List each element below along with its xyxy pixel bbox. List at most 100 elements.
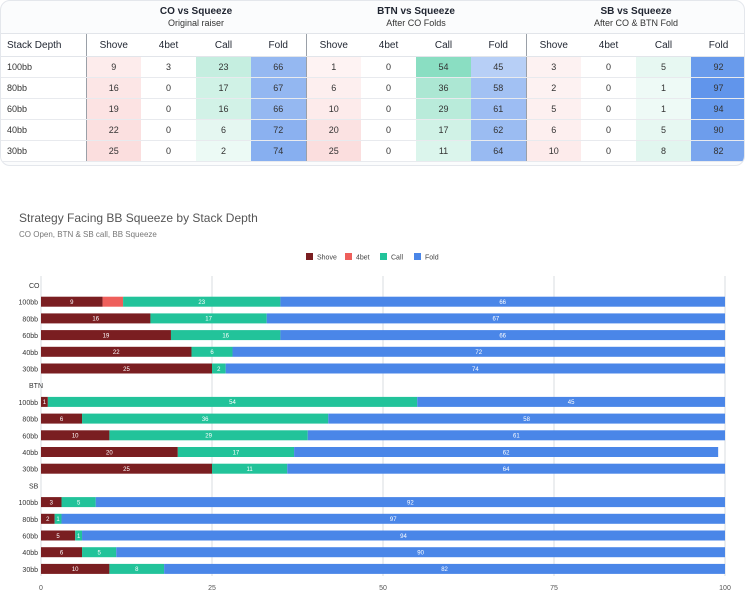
bar-btn-30bb-fold[interactable] — [287, 463, 725, 474]
cell-btn-shove: 6 — [305, 77, 362, 99]
legend-swatch-shove[interactable] — [306, 253, 313, 260]
bar-btn-100bb-shove[interactable] — [41, 396, 48, 407]
bar-btn-80bb-shove[interactable] — [41, 413, 83, 424]
data-label: 6 — [210, 350, 214, 356]
bar-co-100bb-fold[interactable] — [280, 296, 725, 307]
bar-sb-100bb-call[interactable] — [61, 497, 96, 508]
cell-sb-4bet: 0 — [581, 119, 637, 141]
cell-co-call: 23 — [196, 56, 251, 78]
bar-sb-30bb-call[interactable] — [109, 563, 165, 574]
column-header-co-4bet[interactable]: 4bet — [141, 33, 196, 57]
cell-sb-call: 5 — [636, 56, 692, 78]
column-header-btn-shove[interactable]: Shove — [305, 33, 362, 57]
bar-sb-30bb-shove[interactable] — [41, 563, 110, 574]
bar-sb-80bb-call[interactable] — [54, 513, 62, 524]
column-header-co-shove[interactable]: Shove — [85, 33, 141, 57]
data-label: 17 — [205, 317, 212, 323]
data-label: 45 — [568, 400, 575, 406]
legend-swatch-4bet[interactable] — [345, 253, 352, 260]
bar-sb-60bb-call[interactable] — [75, 530, 83, 541]
column-header-btn-4bet[interactable]: 4bet — [361, 33, 417, 57]
legend-swatch-call[interactable] — [380, 253, 387, 260]
table-row: 100bb 9 3 23 66 1 0 54 45 3 0 5 92 — [1, 56, 744, 78]
data-label: 67 — [493, 317, 500, 323]
bar-btn-60bb-fold[interactable] — [307, 430, 725, 441]
bar-sb-100bb-fold[interactable] — [95, 497, 726, 508]
category-label: 60bb — [22, 534, 38, 541]
cell-btn-call: 17 — [416, 119, 472, 141]
category-label: 100bb — [19, 300, 39, 307]
data-label: 16 — [92, 317, 99, 323]
bar-co-60bb-shove[interactable] — [41, 330, 171, 341]
bar-btn-40bb-fold[interactable] — [294, 447, 719, 457]
cell-co-fold: 66 — [251, 56, 307, 78]
bar-co-30bb-call[interactable] — [212, 363, 226, 374]
bar-sb-40bb-call[interactable] — [82, 547, 117, 558]
bar-btn-40bb-call[interactable] — [177, 447, 295, 457]
group-label-co: CO — [29, 283, 40, 290]
bar-btn-80bb-fold[interactable] — [328, 413, 725, 424]
bar-btn-100bb-fold[interactable] — [417, 396, 725, 407]
bar-btn-60bb-call[interactable] — [109, 430, 308, 441]
column-header-stack-depth[interactable]: Stack Depth — [1, 33, 86, 57]
data-label: 25 — [123, 367, 130, 373]
bar-co-30bb-fold[interactable] — [225, 363, 725, 374]
bar-co-40bb-shove[interactable] — [41, 346, 192, 357]
x-tick-label: 0 — [39, 585, 43, 592]
group-label-btn: BTN — [29, 383, 43, 390]
cell-co-4bet: 0 — [141, 119, 196, 141]
legend-swatch-fold[interactable] — [414, 253, 421, 260]
cell-btn-shove: 20 — [305, 119, 362, 141]
category-label: 30bb — [22, 367, 38, 374]
bar-co-100bb-4bet[interactable] — [102, 296, 124, 307]
column-header-sb-shove[interactable]: Shove — [525, 33, 582, 57]
bar-co-60bb-fold[interactable] — [280, 330, 725, 341]
bar-co-80bb-fold[interactable] — [266, 313, 725, 324]
category-label: 80bb — [22, 316, 38, 323]
bar-btn-30bb-shove[interactable] — [41, 463, 212, 474]
category-label: 100bb — [19, 500, 39, 507]
column-header-co-fold[interactable]: Fold — [251, 33, 307, 57]
column-header-btn-fold[interactable]: Fold — [471, 33, 527, 57]
bar-co-100bb-call[interactable] — [123, 296, 281, 307]
data-label: 61 — [513, 434, 520, 440]
bar-sb-100bb-shove[interactable] — [41, 497, 62, 508]
bar-co-80bb-shove[interactable] — [41, 313, 151, 324]
data-label: 66 — [499, 300, 506, 306]
group-subtitle-btn: After CO Folds — [386, 17, 446, 28]
bar-sb-40bb-fold[interactable] — [116, 547, 726, 558]
bar-btn-30bb-call[interactable] — [212, 463, 288, 474]
cell-co-4bet: 0 — [141, 140, 196, 162]
bar-btn-40bb-shove[interactable] — [41, 447, 178, 457]
bar-sb-60bb-fold[interactable] — [82, 530, 726, 541]
bar-co-80bb-call[interactable] — [150, 313, 267, 324]
bar-sb-60bb-shove[interactable] — [41, 530, 76, 541]
bar-co-100bb-shove[interactable] — [41, 296, 103, 307]
legend-label-shove: Shove — [317, 255, 337, 262]
column-header-sb-fold[interactable]: Fold — [691, 33, 744, 57]
cell-btn-call: 11 — [416, 140, 472, 162]
bar-sb-80bb-shove[interactable] — [41, 513, 55, 524]
bar-sb-80bb-fold[interactable] — [61, 513, 725, 524]
bar-co-30bb-shove[interactable] — [41, 363, 212, 374]
legend-label-fold: Fold — [425, 255, 439, 262]
x-tick-label: 50 — [379, 585, 387, 592]
column-header-btn-call[interactable]: Call — [416, 33, 472, 57]
bar-btn-100bb-call[interactable] — [47, 396, 418, 407]
bar-btn-80bb-call[interactable] — [82, 413, 329, 424]
column-header-co-call[interactable]: Call — [196, 33, 251, 57]
bar-co-60bb-call[interactable] — [170, 330, 281, 341]
data-label: 25 — [123, 467, 130, 473]
bar-btn-60bb-shove[interactable] — [41, 430, 110, 441]
chart-title: Strategy Facing BB Squeeze by Stack Dept… — [19, 211, 258, 225]
column-header-sb-4bet[interactable]: 4bet — [581, 33, 637, 57]
bar-co-40bb-call[interactable] — [191, 346, 233, 357]
bar-sb-40bb-shove[interactable] — [41, 547, 83, 558]
cell-btn-shove: 25 — [305, 140, 362, 162]
bar-co-40bb-fold[interactable] — [232, 346, 725, 357]
strategy-table-card: CO vs Squeeze Original raiser BTN vs Squ… — [0, 0, 745, 166]
bar-sb-30bb-fold[interactable] — [164, 563, 725, 574]
data-label: 92 — [407, 500, 414, 506]
data-label: 6 — [60, 551, 64, 557]
column-header-sb-call[interactable]: Call — [636, 33, 692, 57]
